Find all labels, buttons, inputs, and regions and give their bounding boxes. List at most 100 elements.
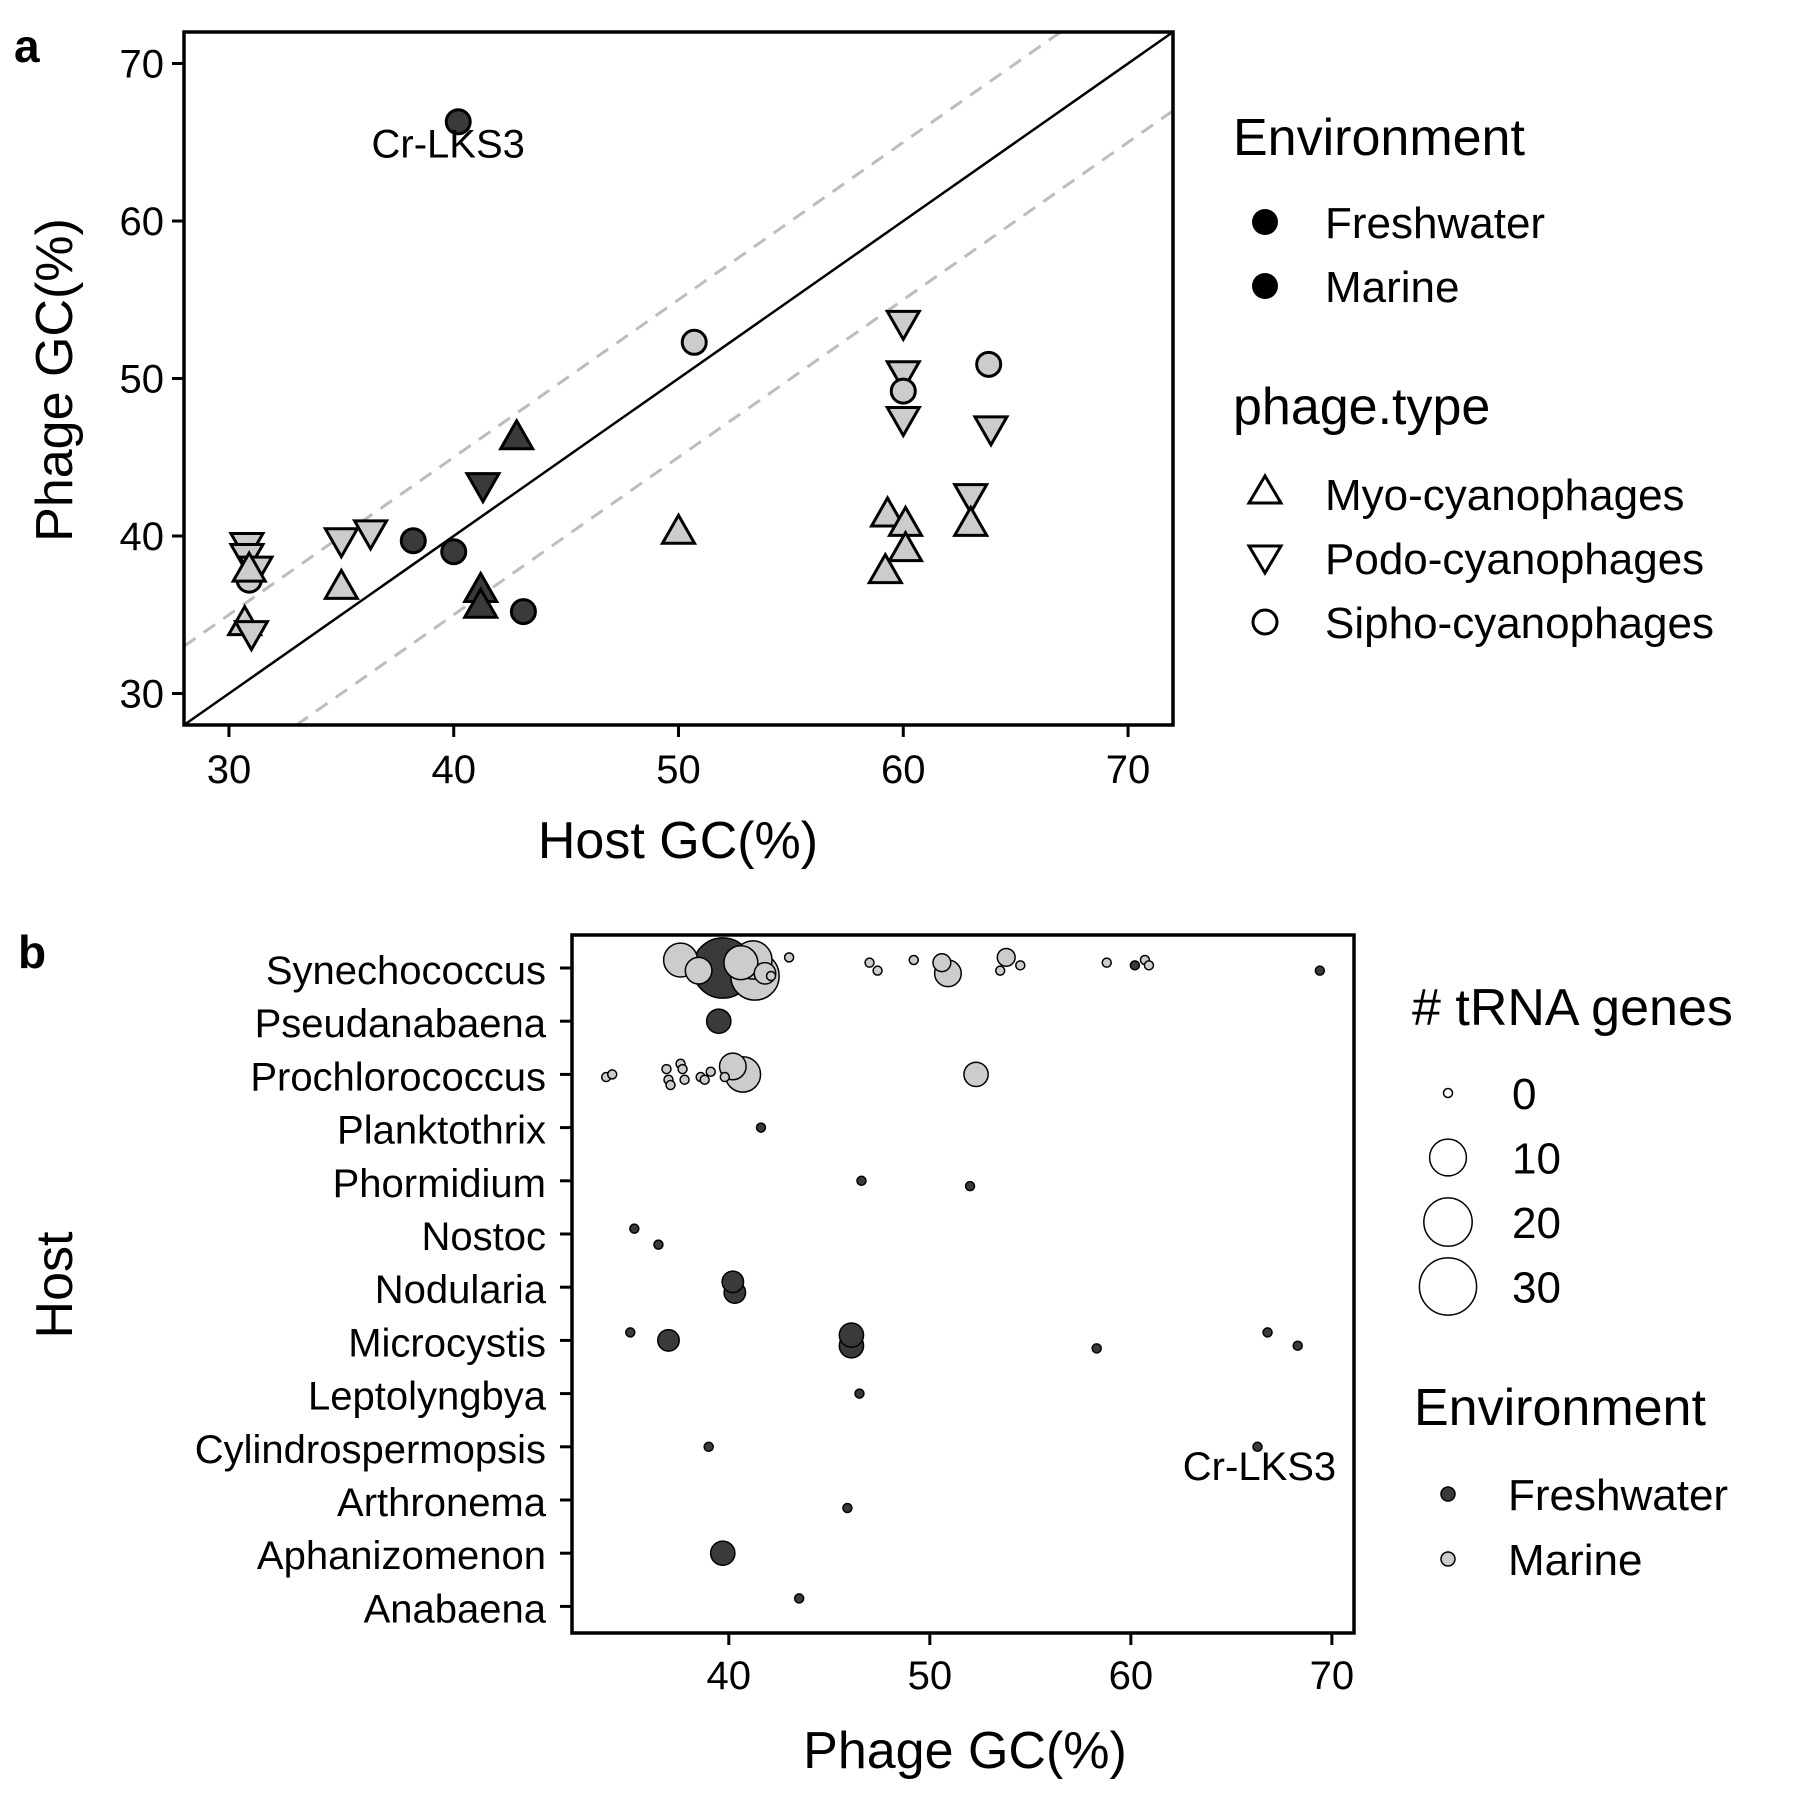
legend-size-key: [1442, 1087, 1454, 1099]
data-point-sipho: [399, 527, 427, 555]
data-point: [705, 1008, 732, 1035]
data-point-sipho: [975, 350, 1003, 378]
legend-sipho-label: Sipho-cyanophages: [1325, 599, 1714, 648]
data-point: [856, 1175, 867, 1187]
host-label: Aphanizomenon: [257, 1534, 546, 1578]
legend-podo-triangle-down-icon: [1246, 544, 1284, 576]
host-label: Nostoc: [422, 1215, 547, 1259]
host-label: Anabaena: [364, 1587, 547, 1631]
x-tick-label: 30: [207, 748, 252, 792]
data-point-sipho: [889, 377, 917, 405]
data-point-podo: [351, 519, 390, 552]
data-point-myo: [230, 550, 268, 583]
data-point: [679, 1074, 690, 1085]
data-point-sipho: [680, 328, 708, 356]
host-label: Prochlorococcus: [250, 1055, 546, 1099]
x-tick-label: 70: [1310, 1654, 1355, 1698]
legend-marine-label: Marine: [1325, 263, 1460, 312]
data-point-sipho: [444, 108, 472, 136]
data-point-myo: [952, 504, 990, 537]
data-point: [699, 1074, 710, 1085]
data-point-myo: [868, 494, 907, 528]
data-point: [1129, 960, 1141, 971]
data-point-myo: [322, 567, 360, 600]
data-point: [765, 970, 777, 982]
data-point: [629, 1223, 640, 1234]
data-point: [705, 1066, 716, 1077]
host-label: Planktothrix: [337, 1109, 546, 1153]
data-point: [703, 1441, 714, 1453]
data-point: [606, 1069, 618, 1080]
data-point: [1252, 1441, 1263, 1453]
data-point: [755, 1122, 767, 1133]
legend-sipho-circle-icon: [1251, 608, 1279, 636]
data-point: [994, 965, 1006, 976]
panel-a-y-axis-title: Phage GC(%): [26, 218, 84, 542]
host-label: Synechococcus: [266, 949, 546, 993]
data-point: [872, 965, 883, 976]
panel-b-y-axis-title: Host: [26, 1231, 84, 1338]
data-point: [1292, 1340, 1303, 1351]
legend-size-key: [1423, 1197, 1473, 1247]
data-point: [1091, 1343, 1102, 1354]
legend-b-freshwater-label: Freshwater: [1508, 1471, 1728, 1520]
data-point: [932, 953, 952, 973]
panel-b-x-ticks: 40 50 60 70: [707, 1633, 1355, 1698]
data-point: [719, 1071, 731, 1083]
reference-line-solid: [183, 30, 1174, 727]
legend-myo-label: Myo-cyanophages: [1325, 471, 1685, 520]
legend-b-freshwater-key: [1440, 1486, 1456, 1502]
host-label: Arthronema: [337, 1481, 547, 1525]
data-point-myo: [462, 586, 500, 619]
data-point-podo: [232, 620, 271, 653]
panel-b-legends: # tRNA genes 0 10 20 30 Environment Freshwa…: [1412, 979, 1733, 1585]
panel-a-x-ticks: 30 40 50 60 70: [207, 725, 1150, 792]
y-tick-label: 40: [120, 515, 165, 559]
data-point: [1143, 960, 1155, 971]
x-tick-label: 60: [881, 748, 926, 792]
x-tick-label: 50: [908, 1654, 953, 1698]
data-point-myo: [866, 551, 904, 585]
legend-size-key: [1428, 1138, 1468, 1177]
y-tick-label: 30: [120, 673, 165, 717]
host-label: Nodularia: [375, 1268, 547, 1312]
panel-b: b Cr-LKS3 40 50 60 70 Synechococcus Pseudana…: [18, 926, 1733, 1780]
data-point: [665, 1079, 676, 1091]
panel-a-y-ticks: 30 40 50 60 70: [120, 43, 184, 717]
data-point: [964, 1180, 976, 1192]
data-point: [908, 954, 919, 966]
legend-trna-keys: 0 10 20 30: [1418, 1070, 1561, 1316]
data-point: [625, 1327, 636, 1338]
host-label: Phormidium: [333, 1162, 546, 1206]
x-tick-label: 40: [707, 1654, 752, 1698]
data-point-sipho: [440, 538, 468, 566]
host-label: Cylindrospermopsis: [195, 1428, 546, 1472]
legend-podo-label: Podo-cyanophages: [1325, 535, 1704, 584]
data-point-podo: [884, 405, 922, 439]
legend-myo-triangle-up-icon: [1246, 473, 1284, 505]
legend-environment-title: Environment: [1233, 109, 1525, 167]
data-point-podo: [884, 309, 922, 343]
data-point: [838, 1322, 865, 1348]
panel-a-letter: a: [14, 20, 40, 72]
data-point: [783, 952, 795, 963]
legend-b-marine-key: [1440, 1551, 1456, 1567]
data-point: [854, 1388, 865, 1399]
legend-size-label: 20: [1512, 1199, 1561, 1248]
legend-freshwater-key: [1252, 209, 1278, 235]
legend-phage-type-title: phage.type: [1233, 378, 1490, 436]
data-point-myo: [659, 512, 698, 545]
data-point: [723, 944, 759, 981]
y-tick-label: 60: [120, 200, 165, 244]
legend-b-marine-label: Marine: [1508, 1536, 1643, 1585]
data-point: [1262, 1327, 1273, 1338]
data-point: [842, 1502, 853, 1514]
y-tick-label: 70: [120, 43, 165, 87]
data-point-podo: [464, 472, 502, 505]
data-point: [657, 1328, 680, 1352]
legend-marine-key: [1252, 273, 1278, 299]
data-point: [721, 1270, 745, 1294]
reference-line-dashed: [183, 30, 1062, 648]
data-point-sipho: [509, 598, 537, 626]
